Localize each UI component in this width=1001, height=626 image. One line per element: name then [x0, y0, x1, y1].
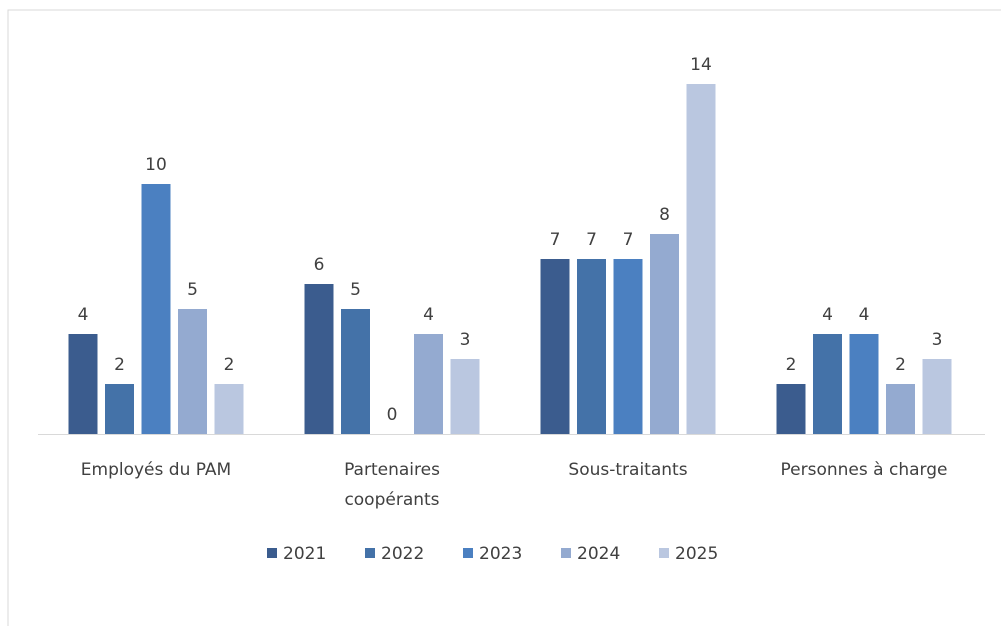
data-label: 4 — [423, 305, 434, 325]
x-tick-label: Partenaires coopérants — [344, 460, 440, 510]
legend-swatch — [561, 548, 571, 558]
data-label: 6 — [314, 255, 325, 275]
data-label: 2 — [224, 355, 235, 375]
legend-label: 2023 — [479, 544, 522, 564]
bar — [105, 384, 134, 434]
bar — [214, 384, 244, 434]
legend-swatch — [463, 548, 473, 558]
data-label: 7 — [550, 230, 561, 250]
data-label: 8 — [659, 205, 670, 225]
legend-label: 2024 — [577, 544, 620, 564]
bar — [922, 359, 952, 434]
data-label: 4 — [859, 305, 870, 325]
data-label: 5 — [350, 280, 361, 300]
legend-swatch — [267, 548, 277, 558]
data-label: 7 — [623, 230, 634, 250]
bar — [886, 384, 915, 434]
x-tick-label: Personnes à charge — [780, 460, 948, 480]
bar — [577, 259, 606, 434]
bar — [178, 309, 207, 434]
x-tick-label: Sous-traitants — [568, 460, 688, 480]
bar — [849, 334, 879, 434]
bar — [776, 384, 806, 434]
bar — [341, 309, 370, 434]
bar — [450, 359, 480, 434]
legend-label: 2022 — [381, 544, 424, 564]
legend-swatch — [659, 548, 669, 558]
legend-swatch — [365, 548, 375, 558]
x-tick-label: Employés du PAM — [80, 460, 232, 480]
data-label: 3 — [932, 330, 943, 350]
bar — [650, 234, 679, 434]
data-label: 10 — [145, 155, 167, 175]
data-label: 4 — [78, 305, 89, 325]
legend-label: 2025 — [675, 544, 718, 564]
data-label: 2 — [114, 355, 125, 375]
bar — [304, 284, 334, 434]
chart-frame — [7, 9, 1001, 626]
bar — [813, 334, 842, 434]
data-label: 2 — [786, 355, 797, 375]
bar — [686, 84, 716, 434]
data-label: 14 — [690, 55, 712, 75]
legend-label: 2021 — [283, 544, 326, 564]
data-label: 7 — [586, 230, 597, 250]
data-label: 5 — [187, 280, 198, 300]
data-label: 0 — [387, 405, 398, 425]
bar — [540, 259, 570, 434]
bar — [613, 259, 643, 434]
bar — [141, 184, 171, 434]
data-label: 4 — [822, 305, 833, 325]
data-label: 2 — [895, 355, 906, 375]
bar — [414, 334, 443, 434]
bar — [68, 334, 98, 434]
data-label: 3 — [460, 330, 471, 350]
